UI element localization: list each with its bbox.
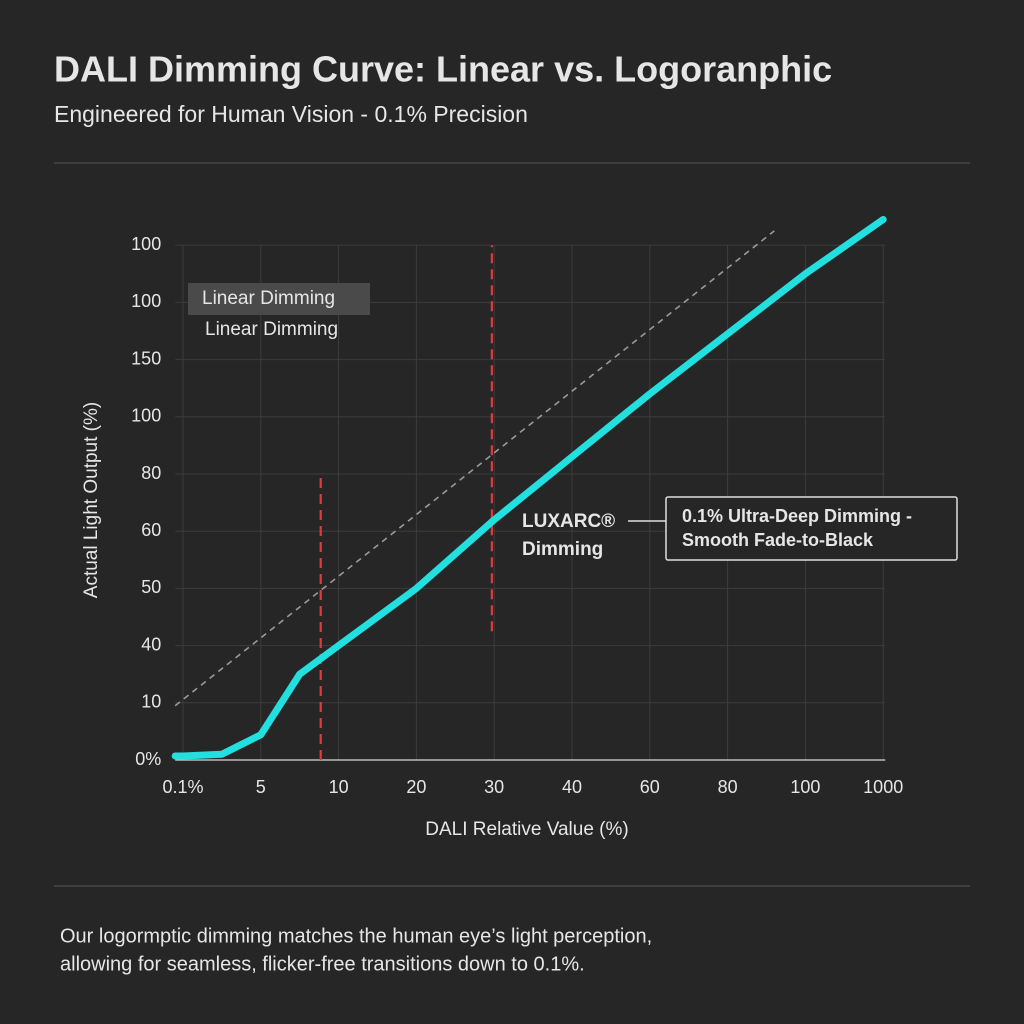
footer-line: allowing for seamless, flicker-free tran… [60, 953, 585, 975]
series-label: LUXARC® Dimming [522, 511, 615, 560]
y-tick-label: 10 [141, 692, 161, 712]
series-label-line: LUXARC® [522, 511, 615, 532]
series-label-line: Dimming [522, 539, 603, 560]
x-tick-label: 100 [790, 777, 820, 797]
footer-line: Our logormptic dimming matches the human… [60, 925, 652, 947]
x-tick-label: 0.1% [162, 777, 203, 797]
x-tick-label: 60 [640, 777, 660, 797]
y-tick-label: 40 [141, 634, 161, 654]
x-tick-label: 80 [718, 777, 738, 797]
y-tick-label: 100 [131, 406, 161, 426]
x-axis-label: DALI Relative Value (%) [425, 819, 628, 840]
y-tick-label: 150 [131, 348, 161, 368]
x-tick-label: 1000 [863, 777, 903, 797]
callout-text-line: Smooth Fade-to-Black [682, 530, 874, 550]
chart: 0% 10 40 50 60 80 100 150 100 100 0.1% 5 10 20 30 40 60 8… [81, 216, 958, 840]
y-tick-label: 100 [131, 234, 161, 254]
line-series [171, 216, 887, 760]
callout-text: 0.1% Ultra-Deep Dimming - Smooth Fade-to-… [682, 506, 912, 550]
legend-box [188, 283, 370, 315]
x-tick-label: 30 [484, 777, 504, 797]
y-tick-label: 60 [141, 520, 161, 540]
y-tick-label: 80 [141, 463, 161, 483]
x-tick-label: 20 [406, 777, 426, 797]
x-tick-label: 5 [256, 777, 266, 797]
callout-text-line: 0.1% Ultra-Deep Dimming - [682, 506, 912, 526]
title: DALI Dimming Curve: Linear vs. Logoranph… [54, 49, 832, 90]
subtitle: Engineered for Human Vision - 0.1% Preci… [54, 101, 528, 127]
y-tick-label: 0% [135, 749, 161, 769]
x-tick-label: 10 [329, 777, 349, 797]
y-tick-label: 100 [131, 291, 161, 311]
callout-box [665, 496, 958, 561]
y-axis-label: Actual Light Output (%) [81, 402, 102, 598]
y-tick-label: 50 [141, 577, 161, 597]
x-tick-label: 40 [562, 777, 582, 797]
legend-label: Linear Dimming [202, 288, 335, 309]
legend-label: Linear Dimming [205, 319, 338, 340]
